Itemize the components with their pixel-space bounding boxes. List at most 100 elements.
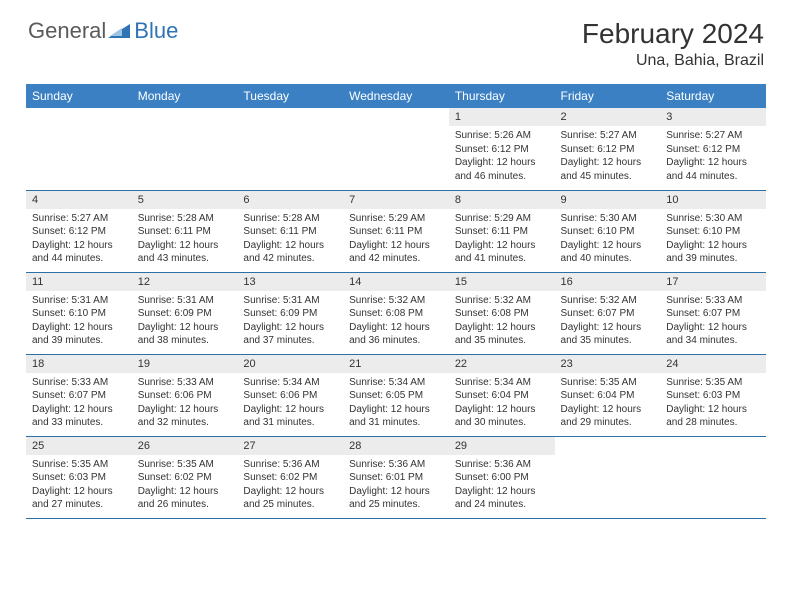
day-data: Sunrise: 5:29 AMSunset: 6:11 PMDaylight:… bbox=[343, 209, 449, 272]
day-number: 28 bbox=[343, 437, 449, 455]
day-data: Sunrise: 5:36 AMSunset: 6:00 PMDaylight:… bbox=[449, 455, 555, 518]
weekday-header: Saturday bbox=[660, 84, 766, 108]
calendar-cell: 8Sunrise: 5:29 AMSunset: 6:11 PMDaylight… bbox=[449, 190, 555, 272]
weekday-header: Wednesday bbox=[343, 84, 449, 108]
calendar-cell: 12Sunrise: 5:31 AMSunset: 6:09 PMDayligh… bbox=[132, 272, 238, 354]
calendar-cell bbox=[660, 436, 766, 518]
day-data: Sunrise: 5:34 AMSunset: 6:04 PMDaylight:… bbox=[449, 373, 555, 436]
day-number: 11 bbox=[26, 273, 132, 291]
day-data: Sunrise: 5:27 AMSunset: 6:12 PMDaylight:… bbox=[660, 126, 766, 189]
day-data: Sunrise: 5:27 AMSunset: 6:12 PMDaylight:… bbox=[26, 209, 132, 272]
location-text: Una, Bahia, Brazil bbox=[582, 52, 764, 70]
day-data: Sunrise: 5:27 AMSunset: 6:12 PMDaylight:… bbox=[555, 126, 661, 189]
day-number: 7 bbox=[343, 191, 449, 209]
day-number: 18 bbox=[26, 355, 132, 373]
day-data: Sunrise: 5:33 AMSunset: 6:06 PMDaylight:… bbox=[132, 373, 238, 436]
calendar-row: 11Sunrise: 5:31 AMSunset: 6:10 PMDayligh… bbox=[26, 272, 766, 354]
day-number: 1 bbox=[449, 108, 555, 126]
weekday-header: Tuesday bbox=[237, 84, 343, 108]
calendar-cell: 1Sunrise: 5:26 AMSunset: 6:12 PMDaylight… bbox=[449, 108, 555, 190]
calendar-table: SundayMondayTuesdayWednesdayThursdayFrid… bbox=[26, 84, 766, 519]
month-title: February 2024 bbox=[582, 18, 764, 50]
day-number: 29 bbox=[449, 437, 555, 455]
day-number: 19 bbox=[132, 355, 238, 373]
title-block: February 2024 Una, Bahia, Brazil bbox=[582, 18, 764, 70]
day-data: Sunrise: 5:36 AMSunset: 6:01 PMDaylight:… bbox=[343, 455, 449, 518]
calendar-cell: 11Sunrise: 5:31 AMSunset: 6:10 PMDayligh… bbox=[26, 272, 132, 354]
day-number: 16 bbox=[555, 273, 661, 291]
calendar-cell: 24Sunrise: 5:35 AMSunset: 6:03 PMDayligh… bbox=[660, 354, 766, 436]
day-number: 27 bbox=[237, 437, 343, 455]
calendar-cell: 6Sunrise: 5:28 AMSunset: 6:11 PMDaylight… bbox=[237, 190, 343, 272]
day-number: 20 bbox=[237, 355, 343, 373]
day-data: Sunrise: 5:34 AMSunset: 6:06 PMDaylight:… bbox=[237, 373, 343, 436]
day-number: 2 bbox=[555, 108, 661, 126]
calendar-body: 1Sunrise: 5:26 AMSunset: 6:12 PMDaylight… bbox=[26, 108, 766, 518]
calendar-cell: 19Sunrise: 5:33 AMSunset: 6:06 PMDayligh… bbox=[132, 354, 238, 436]
calendar-cell: 13Sunrise: 5:31 AMSunset: 6:09 PMDayligh… bbox=[237, 272, 343, 354]
calendar-cell: 17Sunrise: 5:33 AMSunset: 6:07 PMDayligh… bbox=[660, 272, 766, 354]
day-data: Sunrise: 5:32 AMSunset: 6:08 PMDaylight:… bbox=[449, 291, 555, 354]
brand-text-blue: Blue bbox=[134, 18, 178, 44]
calendar-cell: 27Sunrise: 5:36 AMSunset: 6:02 PMDayligh… bbox=[237, 436, 343, 518]
calendar-cell bbox=[132, 108, 238, 190]
calendar-cell: 28Sunrise: 5:36 AMSunset: 6:01 PMDayligh… bbox=[343, 436, 449, 518]
calendar-cell: 9Sunrise: 5:30 AMSunset: 6:10 PMDaylight… bbox=[555, 190, 661, 272]
calendar-cell: 14Sunrise: 5:32 AMSunset: 6:08 PMDayligh… bbox=[343, 272, 449, 354]
calendar-row: 18Sunrise: 5:33 AMSunset: 6:07 PMDayligh… bbox=[26, 354, 766, 436]
day-number: 12 bbox=[132, 273, 238, 291]
day-number: 3 bbox=[660, 108, 766, 126]
day-data: Sunrise: 5:36 AMSunset: 6:02 PMDaylight:… bbox=[237, 455, 343, 518]
day-number: 24 bbox=[660, 355, 766, 373]
calendar-cell: 22Sunrise: 5:34 AMSunset: 6:04 PMDayligh… bbox=[449, 354, 555, 436]
day-number: 8 bbox=[449, 191, 555, 209]
day-data: Sunrise: 5:35 AMSunset: 6:03 PMDaylight:… bbox=[26, 455, 132, 518]
day-data: Sunrise: 5:29 AMSunset: 6:11 PMDaylight:… bbox=[449, 209, 555, 272]
day-data: Sunrise: 5:34 AMSunset: 6:05 PMDaylight:… bbox=[343, 373, 449, 436]
weekday-row: SundayMondayTuesdayWednesdayThursdayFrid… bbox=[26, 84, 766, 108]
calendar-cell bbox=[343, 108, 449, 190]
calendar-cell bbox=[26, 108, 132, 190]
weekday-header: Sunday bbox=[26, 84, 132, 108]
calendar-cell: 21Sunrise: 5:34 AMSunset: 6:05 PMDayligh… bbox=[343, 354, 449, 436]
day-data: Sunrise: 5:30 AMSunset: 6:10 PMDaylight:… bbox=[555, 209, 661, 272]
day-number: 26 bbox=[132, 437, 238, 455]
day-number: 13 bbox=[237, 273, 343, 291]
day-number: 22 bbox=[449, 355, 555, 373]
day-number: 5 bbox=[132, 191, 238, 209]
day-number: 25 bbox=[26, 437, 132, 455]
day-number: 14 bbox=[343, 273, 449, 291]
brand-text-general: General bbox=[28, 18, 106, 44]
calendar-head: SundayMondayTuesdayWednesdayThursdayFrid… bbox=[26, 84, 766, 108]
brand-logo: General Blue bbox=[28, 18, 178, 44]
day-number: 17 bbox=[660, 273, 766, 291]
calendar-cell: 2Sunrise: 5:27 AMSunset: 6:12 PMDaylight… bbox=[555, 108, 661, 190]
day-number: 23 bbox=[555, 355, 661, 373]
calendar-row: 1Sunrise: 5:26 AMSunset: 6:12 PMDaylight… bbox=[26, 108, 766, 190]
day-data: Sunrise: 5:33 AMSunset: 6:07 PMDaylight:… bbox=[26, 373, 132, 436]
day-number: 10 bbox=[660, 191, 766, 209]
day-data: Sunrise: 5:32 AMSunset: 6:07 PMDaylight:… bbox=[555, 291, 661, 354]
calendar-cell: 10Sunrise: 5:30 AMSunset: 6:10 PMDayligh… bbox=[660, 190, 766, 272]
weekday-header: Thursday bbox=[449, 84, 555, 108]
page-header: General Blue February 2024 Una, Bahia, B… bbox=[0, 0, 792, 76]
calendar-cell: 20Sunrise: 5:34 AMSunset: 6:06 PMDayligh… bbox=[237, 354, 343, 436]
day-number: 15 bbox=[449, 273, 555, 291]
day-data: Sunrise: 5:31 AMSunset: 6:09 PMDaylight:… bbox=[237, 291, 343, 354]
weekday-header: Monday bbox=[132, 84, 238, 108]
brand-triangle-icon bbox=[108, 22, 132, 40]
calendar-cell: 15Sunrise: 5:32 AMSunset: 6:08 PMDayligh… bbox=[449, 272, 555, 354]
day-data: Sunrise: 5:35 AMSunset: 6:04 PMDaylight:… bbox=[555, 373, 661, 436]
calendar-cell bbox=[237, 108, 343, 190]
calendar-row: 25Sunrise: 5:35 AMSunset: 6:03 PMDayligh… bbox=[26, 436, 766, 518]
day-data: Sunrise: 5:30 AMSunset: 6:10 PMDaylight:… bbox=[660, 209, 766, 272]
day-data: Sunrise: 5:35 AMSunset: 6:03 PMDaylight:… bbox=[660, 373, 766, 436]
day-data: Sunrise: 5:32 AMSunset: 6:08 PMDaylight:… bbox=[343, 291, 449, 354]
calendar-row: 4Sunrise: 5:27 AMSunset: 6:12 PMDaylight… bbox=[26, 190, 766, 272]
calendar-cell: 26Sunrise: 5:35 AMSunset: 6:02 PMDayligh… bbox=[132, 436, 238, 518]
day-data: Sunrise: 5:26 AMSunset: 6:12 PMDaylight:… bbox=[449, 126, 555, 189]
day-data: Sunrise: 5:28 AMSunset: 6:11 PMDaylight:… bbox=[132, 209, 238, 272]
day-number: 9 bbox=[555, 191, 661, 209]
day-data: Sunrise: 5:28 AMSunset: 6:11 PMDaylight:… bbox=[237, 209, 343, 272]
calendar-cell bbox=[555, 436, 661, 518]
